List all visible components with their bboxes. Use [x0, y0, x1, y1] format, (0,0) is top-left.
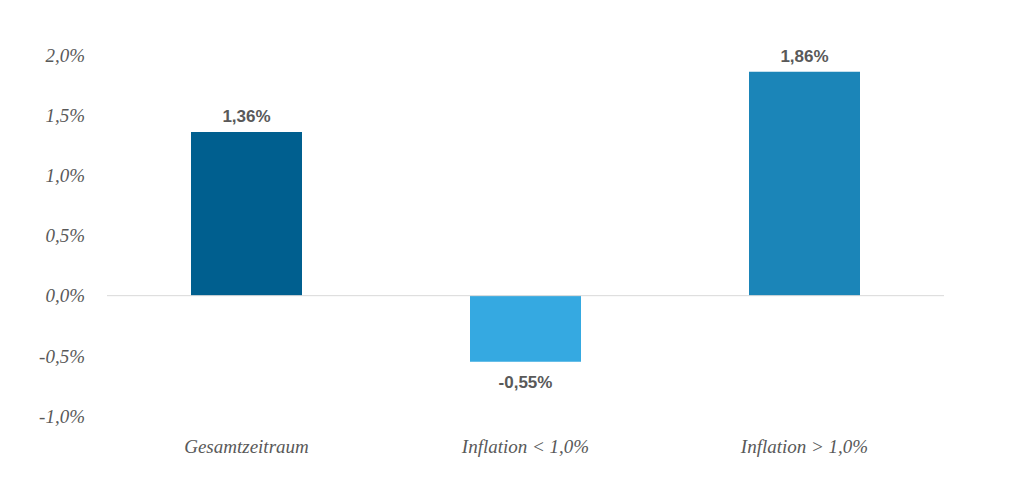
svg-text:-0,5%: -0,5%	[39, 346, 85, 367]
svg-text:1,0%: 1,0%	[45, 165, 85, 186]
svg-text:1,36%: 1,36%	[222, 107, 270, 126]
svg-text:1,86%: 1,86%	[780, 47, 828, 66]
svg-text:Inflation < 1,0%: Inflation < 1,0%	[461, 436, 589, 457]
svg-text:1,5%: 1,5%	[45, 105, 85, 126]
svg-text:0,0%: 0,0%	[45, 285, 85, 306]
svg-text:2,0%: 2,0%	[45, 45, 85, 66]
svg-text:0,5%: 0,5%	[45, 225, 85, 246]
svg-text:-0,55%: -0,55%	[499, 373, 553, 392]
svg-text:Gesamtzeitraum: Gesamtzeitraum	[184, 436, 309, 457]
svg-text:-1,0%: -1,0%	[39, 406, 85, 427]
svg-text:Inflation > 1,0%: Inflation > 1,0%	[740, 436, 868, 457]
